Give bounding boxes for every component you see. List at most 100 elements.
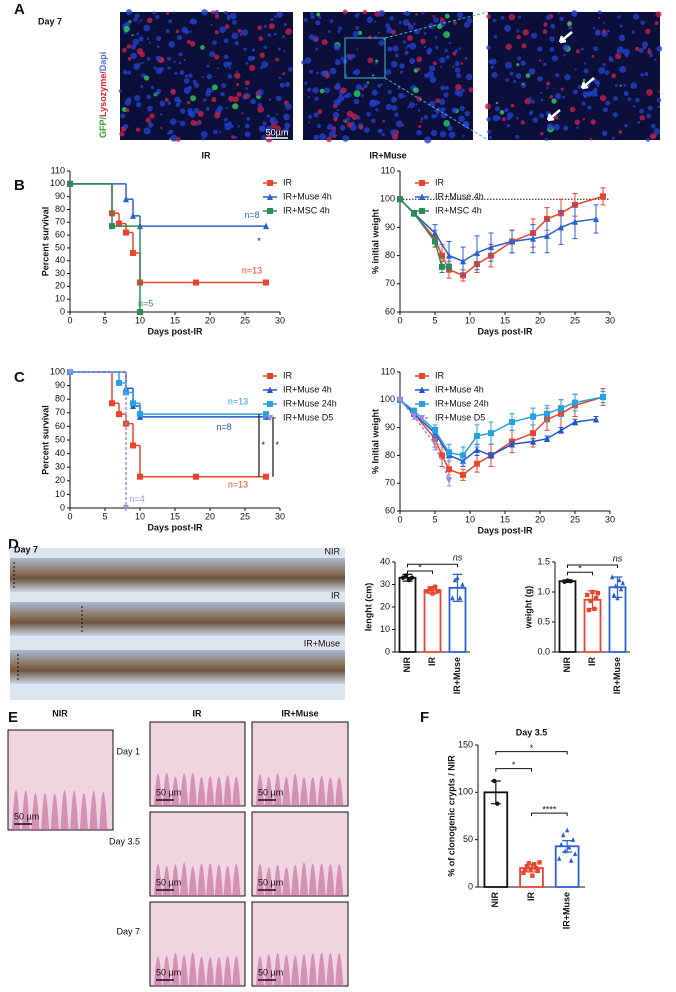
cell: [257, 105, 265, 113]
cell: [140, 85, 144, 89]
marker: [435, 589, 440, 594]
y-tick-label: 80: [385, 250, 395, 260]
cell: [452, 65, 455, 68]
cell: [597, 10, 602, 15]
cell: [273, 32, 277, 36]
marker: [403, 573, 409, 578]
cell: [598, 16, 601, 19]
annotation: ns: [453, 553, 463, 563]
cell: [583, 68, 589, 74]
marker: [109, 223, 115, 230]
marker: [572, 418, 578, 426]
marker: [584, 592, 590, 598]
cell: [210, 23, 213, 26]
photo-label: IR+Muse: [304, 638, 340, 648]
cell: [506, 124, 510, 128]
x-tick-label: IR: [587, 656, 597, 666]
y-axis-label: % of clonogenic crypts / NIR: [446, 755, 456, 877]
cell: [133, 63, 141, 70]
cell: [602, 62, 606, 67]
intestine-photo: [10, 558, 345, 592]
cell: [598, 67, 606, 74]
villus: [308, 777, 317, 806]
marker: [455, 575, 460, 580]
cell: [231, 135, 235, 139]
cell: [622, 48, 630, 56]
significance-bracket: [407, 570, 433, 574]
cell: [170, 89, 177, 95]
intestine-photo: [10, 650, 345, 684]
cell: [539, 59, 542, 62]
cell: [283, 23, 288, 27]
marker: [446, 466, 452, 473]
cell: [120, 113, 126, 119]
cell: [276, 11, 283, 18]
cell: [224, 24, 230, 29]
marker: [568, 857, 574, 863]
cell: [595, 29, 601, 35]
cell: [549, 95, 553, 99]
cell: [366, 81, 370, 84]
cell: [378, 9, 385, 17]
annotation: *: [275, 440, 279, 450]
cell: [360, 94, 364, 98]
legend-label: IR+MSC 4h: [435, 205, 482, 215]
villus: [256, 774, 264, 806]
villus: [317, 863, 326, 896]
cell: [434, 108, 439, 113]
cell: [342, 9, 348, 15]
marker: [130, 442, 136, 449]
marker: [406, 577, 412, 583]
marker: [600, 394, 606, 401]
y-tick-label: 60: [385, 306, 395, 316]
cell: [137, 21, 140, 24]
villus: [41, 793, 50, 830]
villus: [188, 866, 197, 896]
y-tick-label: 100: [380, 194, 395, 204]
cell: [143, 127, 151, 135]
legend-marker: [419, 180, 425, 186]
cell: [587, 105, 592, 110]
cell: [340, 56, 344, 61]
x-axis-label: Days post-IR: [477, 326, 533, 336]
cell: [159, 100, 166, 107]
villus: [214, 957, 223, 986]
x-tick-label: IR: [427, 656, 437, 666]
cell: [337, 30, 341, 33]
villus: [79, 793, 88, 830]
cell: [409, 58, 416, 64]
x-tick-label: 20: [205, 315, 215, 325]
annotation: n=8: [244, 210, 259, 220]
cell: [456, 73, 462, 79]
x-tick-label: 25: [240, 315, 250, 325]
marker: [432, 238, 438, 245]
y-tick-label: 40: [55, 255, 65, 265]
marker: [530, 235, 536, 242]
cell: [201, 75, 204, 79]
villus: [162, 865, 171, 896]
legend-marker: [267, 208, 273, 214]
cell: [505, 78, 509, 82]
y-tick-label: 100: [50, 366, 65, 376]
cell: [244, 80, 250, 86]
annotation: ****: [542, 805, 557, 815]
cell: [463, 21, 470, 28]
villus: [291, 955, 300, 986]
y-tick-label: 0: [385, 646, 390, 656]
legend-marker: [267, 180, 273, 186]
cell: [345, 117, 350, 122]
cell: [486, 14, 492, 20]
cell: [515, 134, 520, 139]
cell: [234, 72, 241, 79]
y-tick-label: 10: [55, 294, 65, 304]
cell: [454, 49, 459, 53]
x-tick-label: 15: [170, 511, 180, 521]
significance-bracket: [495, 751, 568, 755]
cell: [375, 108, 379, 112]
marker: [530, 413, 536, 420]
marker: [439, 252, 445, 259]
villus: [335, 864, 344, 896]
marker: [488, 430, 494, 437]
marker: [558, 405, 564, 412]
marker: [439, 452, 445, 459]
